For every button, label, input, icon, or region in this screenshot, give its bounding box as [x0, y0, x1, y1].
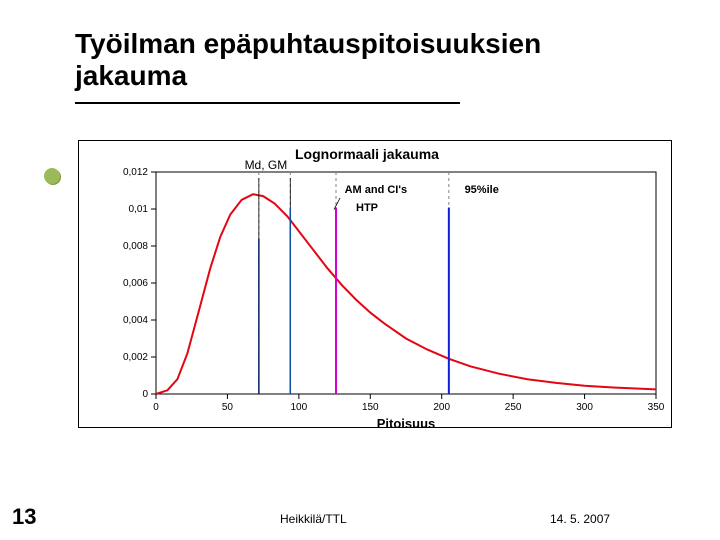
slide: { "title_line1": "Työilman epäpuhtauspit…: [0, 0, 720, 540]
chart-frame: Lognormaali jakauma 0 50 100 150 200 250 300 35…: [78, 140, 672, 428]
footer-right: 14. 5. 2007: [550, 512, 610, 526]
annot-95: 95%ile: [465, 184, 499, 196]
svg-text:0,012: 0,012: [123, 167, 148, 178]
title-line1: Työilman epäpuhtauspitoisuuksien: [75, 28, 541, 59]
svg-text:350: 350: [648, 402, 665, 413]
svg-text:0: 0: [153, 402, 159, 413]
annot-htp: HTP: [356, 202, 378, 214]
svg-text:250: 250: [505, 402, 522, 413]
svg-text:0,004: 0,004: [123, 315, 148, 326]
slide-title: Työilman epäpuhtauspitoisuuksien jakauma: [75, 28, 541, 92]
svg-text:50: 50: [222, 402, 234, 413]
svg-text:0: 0: [142, 389, 148, 400]
annot-am: AM and CI's: [345, 184, 408, 196]
svg-text:150: 150: [362, 402, 379, 413]
footer-center: Heikkilä/TTL: [280, 512, 347, 526]
slide-number: 13: [12, 504, 36, 530]
svg-text:0,006: 0,006: [123, 278, 148, 289]
svg-text:0,008: 0,008: [123, 241, 148, 252]
svg-text:100: 100: [291, 402, 308, 413]
svg-text:0,01: 0,01: [129, 204, 149, 215]
svg-text:200: 200: [433, 402, 450, 413]
svg-text:0,002: 0,002: [123, 352, 148, 363]
annot-md-gm: Md, GM: [245, 158, 288, 172]
svg-text:300: 300: [576, 402, 593, 413]
svg-text:Pitoisuus: Pitoisuus: [377, 416, 436, 428]
bullet-icon: [44, 168, 60, 184]
title-underline: [75, 102, 460, 104]
title-line2: jakauma: [75, 60, 187, 91]
chart-title: Lognormaali jakauma: [295, 146, 439, 162]
